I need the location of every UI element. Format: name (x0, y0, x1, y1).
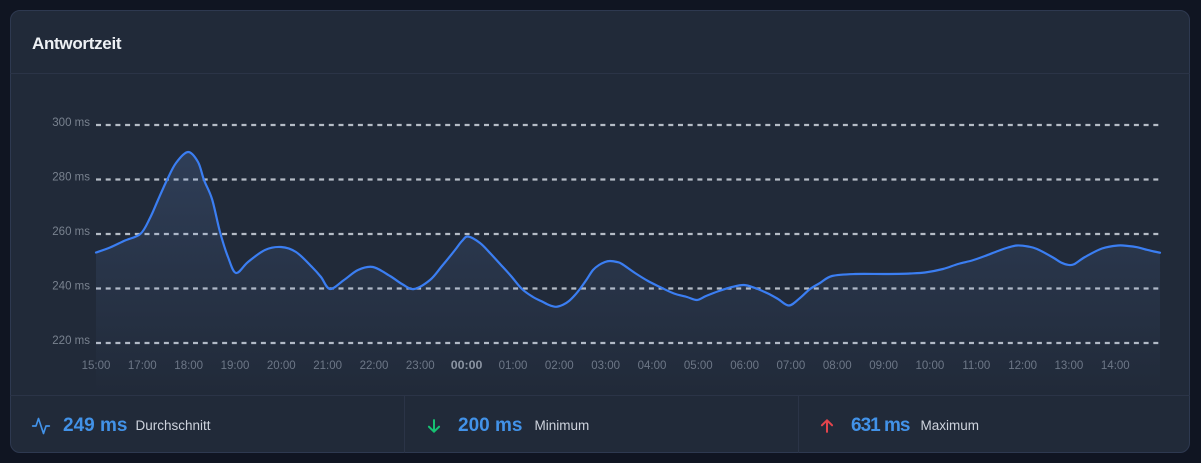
svg-text:23:00: 23:00 (406, 360, 435, 372)
svg-text:19:00: 19:00 (221, 360, 250, 372)
svg-text:06:00: 06:00 (730, 360, 759, 372)
svg-text:02:00: 02:00 (545, 360, 574, 372)
svg-text:18:00: 18:00 (174, 360, 203, 372)
svg-text:300 ms: 300 ms (52, 117, 90, 129)
svg-text:21:00: 21:00 (313, 360, 342, 372)
svg-text:03:00: 03:00 (591, 360, 620, 372)
svg-text:240 ms: 240 ms (52, 281, 90, 293)
svg-text:05:00: 05:00 (684, 360, 713, 372)
svg-text:01:00: 01:00 (499, 360, 528, 372)
svg-text:07:00: 07:00 (777, 360, 806, 372)
svg-text:00:00: 00:00 (451, 358, 483, 372)
svg-text:04:00: 04:00 (638, 360, 667, 372)
svg-text:22:00: 22:00 (360, 360, 389, 372)
svg-text:20:00: 20:00 (267, 360, 296, 372)
svg-text:13:00: 13:00 (1055, 360, 1084, 372)
svg-text:15:00: 15:00 (82, 360, 111, 372)
svg-text:10:00: 10:00 (916, 360, 945, 372)
svg-text:260 ms: 260 ms (52, 226, 90, 238)
svg-text:12:00: 12:00 (1008, 360, 1037, 372)
svg-text:11:00: 11:00 (962, 360, 990, 372)
svg-text:09:00: 09:00 (869, 360, 898, 372)
svg-text:280 ms: 280 ms (52, 172, 90, 184)
svg-text:17:00: 17:00 (128, 360, 157, 372)
svg-text:220 ms: 220 ms (52, 335, 90, 347)
svg-text:14:00: 14:00 (1101, 360, 1130, 372)
svg-text:08:00: 08:00 (823, 360, 852, 372)
